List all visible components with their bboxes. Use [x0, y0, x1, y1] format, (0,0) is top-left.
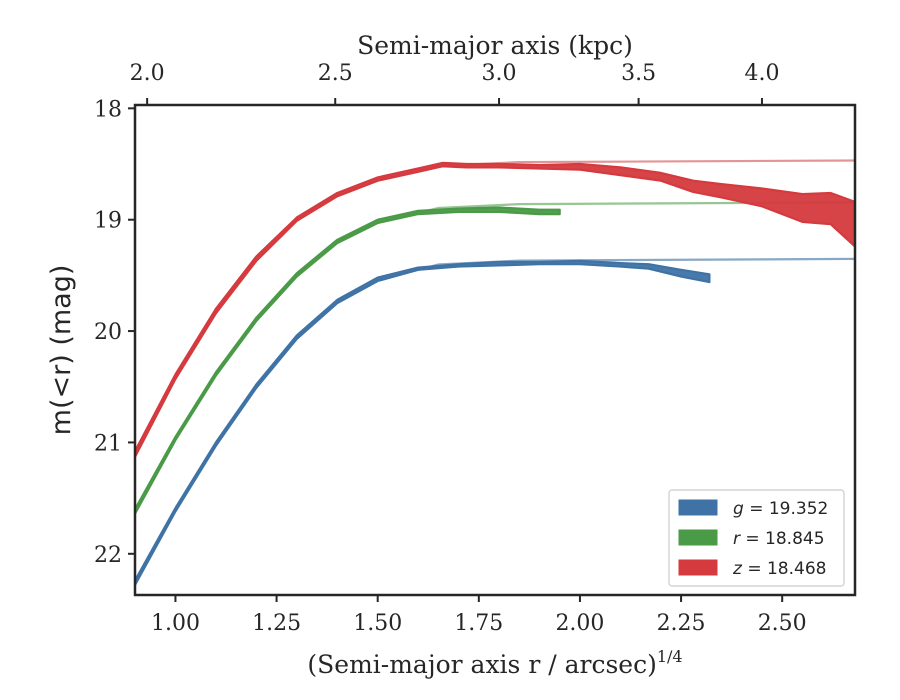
- legend-swatch-z: [678, 559, 718, 576]
- x-tick-label: 1.50: [353, 611, 402, 636]
- x-axis-title-text: (Semi-major axis r / arcsec): [307, 650, 656, 679]
- x-axis-title-exponent: 1/4: [657, 647, 683, 666]
- x-tick-label: 2.50: [758, 611, 807, 636]
- series-r: [135, 201, 855, 515]
- top-tick-label: 3.0: [482, 61, 517, 86]
- y-axis-title: m(<r) (mag): [46, 265, 77, 436]
- y-tick-label: 20: [94, 320, 122, 345]
- x-axis-top: 2.0 2.5 3.0 3.5 4.0: [130, 61, 779, 105]
- top-tick-label: 4.0: [744, 61, 779, 86]
- legend: g = 19.352 r = 18.845 z = 18.468: [668, 489, 845, 587]
- y-axis-left: 18 19 20 21 22: [94, 97, 135, 568]
- legend-label-g: g = 19.352: [733, 499, 828, 519]
- top-tick-label: 2.0: [130, 61, 165, 86]
- x-axis-bottom: 1.00 1.25 1.50 1.75 2.00 2.25 2.50: [151, 595, 807, 636]
- band-z: [135, 161, 855, 458]
- fit-curve-r: [135, 201, 855, 514]
- x-tick-label: 2.00: [555, 611, 604, 636]
- top-tick-label: 3.5: [621, 61, 656, 86]
- y-tick-label: 18: [94, 97, 122, 122]
- y-tick-label: 22: [94, 543, 122, 568]
- x-tick-label: 1.00: [151, 611, 200, 636]
- top-tick-label: 2.5: [318, 61, 353, 86]
- x-tick-label: 2.25: [657, 611, 706, 636]
- legend-label-r: r = 18.845: [733, 529, 825, 549]
- x-tick-label: 1.75: [454, 611, 503, 636]
- series-z: [135, 159, 855, 458]
- series-layer: [135, 159, 855, 587]
- y-tick-label: 21: [94, 431, 122, 456]
- y-tick-label: 19: [94, 209, 122, 234]
- x-tick-label: 1.25: [252, 611, 301, 636]
- legend-swatch-g: [678, 499, 718, 516]
- legend-swatch-r: [678, 529, 718, 546]
- band-r: [135, 206, 561, 515]
- band-g: [135, 259, 711, 587]
- series-g: [135, 257, 855, 587]
- top-axis-title: Semi-major axis (kpc): [357, 31, 633, 60]
- plot-frame: [133, 103, 857, 597]
- x-axis-title: (Semi-major axis r / arcsec)1/4: [307, 647, 682, 679]
- legend-label-z: z = 18.468: [732, 559, 826, 579]
